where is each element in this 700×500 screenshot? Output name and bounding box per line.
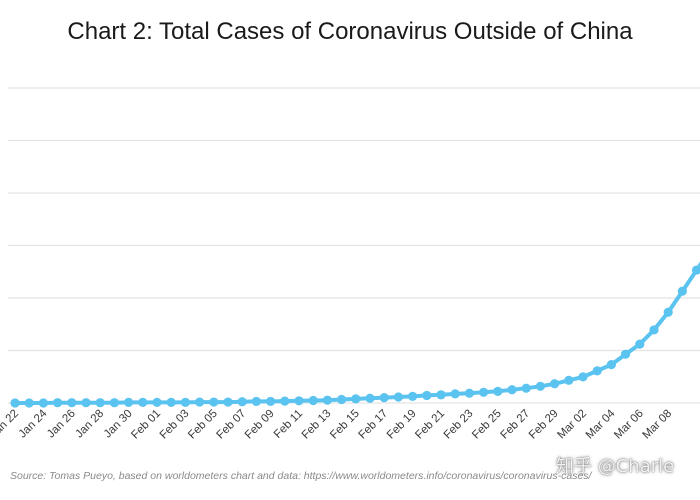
x-tick-label: Feb 21 [413, 408, 447, 442]
data-point [592, 366, 602, 376]
x-tick-label: Feb 11 [272, 408, 305, 441]
x-tick-label: Feb 19 [385, 408, 419, 442]
data-point [308, 395, 318, 406]
x-tick-label: Feb 17 [357, 408, 391, 442]
data-point [81, 398, 91, 408]
x-tick-label: Jan 28 [73, 408, 106, 441]
x-tick-label: Jan 30 [102, 408, 135, 441]
data-point [450, 389, 460, 399]
data-point [436, 390, 446, 400]
x-tick-label: Mar 02 [555, 408, 589, 442]
data-point [550, 379, 560, 389]
data-point [351, 394, 361, 404]
data-point [180, 397, 190, 407]
data-point [138, 397, 148, 407]
data-point [67, 398, 77, 408]
data-point [692, 265, 700, 275]
data-point [408, 391, 418, 401]
data-point [635, 339, 645, 349]
data-point [521, 383, 531, 393]
data-point [479, 387, 489, 397]
data-point [166, 397, 176, 407]
data-point [621, 349, 631, 359]
data-point [209, 397, 219, 407]
data-point [535, 381, 546, 391]
data-point [95, 398, 105, 408]
data-point [464, 388, 474, 398]
x-tick-label: Feb 15 [328, 408, 362, 442]
series-line-layer [15, 261, 700, 405]
x-tick-label: Jan 22 [0, 408, 21, 441]
data-point [578, 372, 588, 382]
x-tick-label: Feb 03 [158, 408, 192, 442]
data-point [251, 396, 261, 407]
data-point [266, 396, 276, 407]
zhihu-watermark: 知乎 @Charle [556, 456, 675, 477]
series-line [15, 261, 700, 405]
x-tick-label: Mar 06 [612, 408, 646, 442]
data-point [10, 398, 20, 408]
data-points [10, 265, 700, 408]
data-point [677, 286, 688, 296]
data-point [124, 397, 134, 407]
data-point [195, 397, 205, 407]
data-point [280, 396, 290, 406]
chart-title: Chart 2: Total Cases of Coronavirus Outs… [67, 18, 633, 45]
data-point [649, 325, 659, 335]
data-point [493, 386, 503, 396]
data-point [223, 397, 233, 407]
x-tick-label: Feb 07 [215, 408, 249, 442]
data-point [109, 398, 119, 408]
x-tick-label: Feb 29 [527, 408, 561, 442]
data-point [294, 396, 304, 406]
x-tick-label: Mar 08 [641, 408, 675, 442]
x-tick-label: Feb 27 [499, 408, 533, 442]
data-point [337, 394, 347, 405]
data-point [507, 385, 517, 395]
data-point [322, 395, 332, 405]
data-point [38, 398, 49, 408]
data-point [365, 393, 375, 403]
x-tick-label: Feb 05 [186, 408, 220, 442]
data-point [663, 307, 673, 317]
data-point [379, 393, 389, 403]
data-point [53, 398, 63, 408]
data-point [152, 397, 162, 407]
x-tick-label: Feb 25 [470, 408, 504, 442]
gridlines [8, 87, 700, 404]
x-tick-label: Feb 09 [243, 408, 277, 442]
data-point [606, 359, 617, 370]
data-point [564, 375, 574, 385]
x-tick-label: Jan 26 [45, 408, 78, 441]
x-tick-label: Feb 01 [129, 408, 163, 442]
source-note: Source: Tomas Pueyo, based on worldomete… [10, 470, 592, 482]
data-point [24, 398, 34, 408]
data-point [422, 390, 432, 401]
x-tick-label: Feb 23 [442, 408, 476, 442]
data-point [393, 392, 403, 402]
x-tick-label: Jan 24 [17, 407, 50, 440]
x-tick-label: Mar 04 [584, 407, 618, 441]
data-point [237, 397, 247, 407]
x-tick-label: Feb 13 [300, 408, 334, 442]
